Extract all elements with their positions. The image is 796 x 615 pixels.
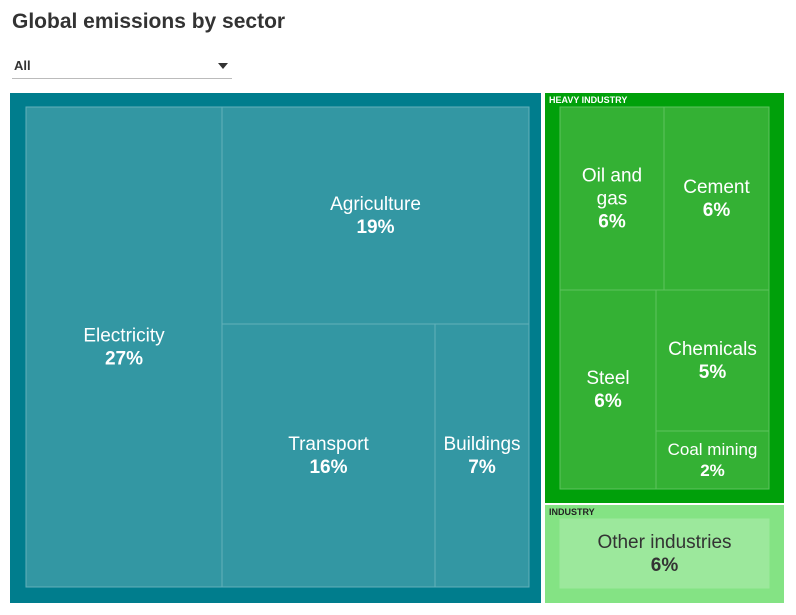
group-label-heavy-industry: HEAVY INDUSTRY (549, 95, 627, 105)
cell-label-oil-and-gas: gas (597, 188, 628, 209)
chart-title: Global emissions by sector (12, 10, 286, 33)
group-label-industry: INDUSTRY (549, 507, 595, 517)
cell-label-agriculture: Agriculture (330, 194, 421, 215)
cell-oil-and-gas[interactable] (559, 106, 665, 291)
cell-chemicals[interactable] (655, 289, 770, 432)
cell-label-chemicals: Chemicals (668, 339, 757, 360)
cell-label-steel: Steel (586, 368, 629, 389)
sector-filter-dropdown[interactable]: All (12, 55, 232, 79)
cell-other-industries[interactable] (559, 518, 770, 589)
cell-cement[interactable] (663, 106, 770, 291)
cell-label-coal-mining: Coal mining (668, 440, 758, 459)
cell-steel[interactable] (559, 289, 657, 490)
cell-value-other-industries: 6% (651, 555, 679, 576)
cell-agriculture[interactable] (221, 106, 530, 325)
cell-value-electricity: 27% (105, 348, 143, 369)
cell-label-cement: Cement (683, 177, 750, 198)
cell-value-oil-and-gas: 6% (598, 211, 626, 232)
cell-label-buildings: Buildings (443, 434, 520, 455)
cell-value-transport: 16% (309, 457, 347, 478)
cell-electricity[interactable] (25, 106, 223, 588)
cell-label-electricity: Electricity (83, 325, 165, 346)
chevron-down-icon (218, 63, 228, 69)
cell-value-chemicals: 5% (699, 362, 727, 383)
cell-buildings[interactable] (434, 323, 530, 588)
cell-label-transport: Transport (288, 434, 369, 455)
cell-value-steel: 6% (594, 391, 622, 412)
cell-label-oil-and-gas: Oil and (582, 165, 642, 186)
filter-selected-value: All (14, 58, 31, 73)
cell-value-agriculture: 19% (356, 217, 394, 238)
cell-transport[interactable] (221, 323, 436, 588)
cell-value-coal-mining: 2% (700, 461, 725, 480)
cell-value-buildings: 7% (468, 457, 496, 478)
cell-coal-mining[interactable] (655, 430, 770, 490)
cell-value-cement: 6% (703, 200, 731, 221)
cell-label-other-industries: Other industries (597, 532, 731, 553)
